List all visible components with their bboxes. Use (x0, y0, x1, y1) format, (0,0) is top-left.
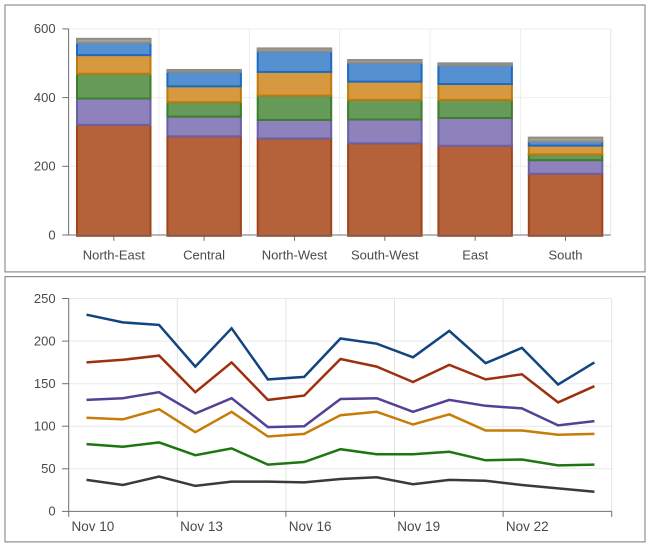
svg-text:Nov 16: Nov 16 (289, 519, 332, 534)
svg-text:North-East: North-East (83, 247, 146, 262)
svg-text:Nov 10: Nov 10 (72, 519, 115, 534)
svg-text:200: 200 (34, 159, 56, 174)
svg-text:Central: Central (183, 247, 225, 262)
svg-text:Nov 22: Nov 22 (506, 519, 549, 534)
svg-text:400: 400 (34, 90, 56, 105)
svg-text:Nov 19: Nov 19 (397, 519, 440, 534)
svg-text:100: 100 (34, 419, 56, 434)
svg-text:50: 50 (41, 461, 55, 476)
svg-text:Nov 13: Nov 13 (180, 519, 223, 534)
svg-text:0: 0 (48, 504, 55, 519)
svg-text:North-West: North-West (262, 247, 328, 262)
svg-text:150: 150 (34, 376, 56, 391)
svg-text:0: 0 (48, 227, 55, 242)
svg-text:250: 250 (34, 291, 56, 306)
svg-text:600: 600 (34, 21, 56, 36)
svg-text:East: East (462, 247, 488, 262)
svg-text:South: South (549, 247, 583, 262)
svg-text:200: 200 (34, 333, 56, 348)
svg-text:South-West: South-West (351, 247, 419, 262)
